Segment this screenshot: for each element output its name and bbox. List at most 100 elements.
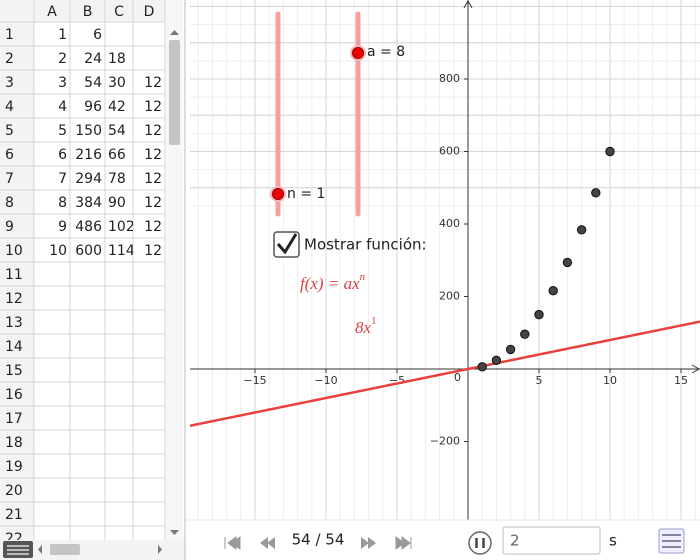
scroll-up[interactable] (170, 30, 179, 35)
column-header: C (114, 4, 124, 20)
cell-value: 18 (108, 51, 126, 67)
spreadsheet-grid: A B C D123456789101112131415161718192021221… (0, 0, 166, 547)
cell-value: 54 (84, 75, 102, 91)
cell-value: 102 (108, 219, 135, 235)
row-header: 9 (5, 219, 14, 235)
column-header-bar (0, 0, 165, 22)
cell-value: 6 (93, 27, 102, 43)
cell-value: 12 (144, 123, 162, 139)
row-header-bar (0, 0, 34, 540)
column-header: B (83, 4, 93, 20)
cell-value: 42 (108, 99, 126, 115)
cell-value: 6 (58, 147, 67, 163)
speed-value: 2 (510, 532, 520, 550)
column-header: A (47, 4, 57, 20)
y-tick-label: 800 (439, 72, 460, 85)
cell-value: 7 (58, 171, 67, 187)
cell-value: 5 (58, 123, 67, 139)
x-tick-label: 15 (674, 374, 688, 387)
data-point (520, 329, 530, 339)
x-tick-label: −15 (243, 374, 266, 387)
row-header: 2 (5, 51, 14, 67)
cell-value: 90 (108, 195, 126, 211)
first-frame-button[interactable] (224, 536, 241, 550)
formula-exp: n (360, 271, 366, 283)
pause-button[interactable] (468, 531, 492, 555)
playback-bar (186, 520, 700, 560)
function-graph (190, 320, 700, 427)
expression-base: 8x (355, 318, 372, 337)
row-header: 19 (5, 459, 23, 475)
cell-value: 3 (58, 75, 67, 91)
row-header: 20 (5, 483, 23, 499)
cell-value: 2 (58, 51, 67, 67)
checkbox-label: Mostrar función: (304, 236, 427, 254)
slider-a-point[interactable] (352, 47, 364, 59)
row-header: 17 (5, 411, 23, 427)
cell-value: 216 (75, 147, 102, 163)
row-header: 15 (5, 363, 23, 379)
next-frame-button[interactable] (361, 537, 376, 549)
scrollbar-thumb[interactable] (169, 40, 180, 145)
row-header: 7 (5, 171, 14, 187)
cell-value: 384 (75, 195, 102, 211)
cell-value: 150 (75, 123, 102, 139)
row-header: 21 (5, 507, 23, 523)
cell-value: 4 (58, 99, 67, 115)
scroll-right[interactable] (158, 545, 162, 554)
data-point (477, 362, 487, 372)
row-header: 12 (5, 291, 23, 307)
cell-value: 12 (144, 99, 162, 115)
scroll-down[interactable] (170, 530, 179, 535)
slider-n-label: n = 1 (287, 186, 325, 202)
h-scrollbar-thumb[interactable] (50, 544, 80, 555)
keyboard-icon (7, 545, 29, 555)
cell-value: 9 (58, 219, 67, 235)
formula-base: f(x) = ax (300, 274, 360, 293)
cell-value: 114 (108, 243, 135, 259)
cell-value: 600 (75, 243, 102, 259)
row-header: 3 (5, 75, 14, 91)
slider-a-label: a = 8 (367, 44, 405, 60)
y-tick-label: 600 (439, 145, 460, 158)
row-header: 8 (5, 195, 14, 211)
pause-icon (475, 538, 485, 548)
row-header: 18 (5, 435, 23, 451)
y-tick-label: 200 (439, 290, 460, 303)
scroll-left[interactable] (38, 545, 42, 554)
x-tick-label: 10 (603, 374, 617, 387)
cell-value: 96 (84, 99, 102, 115)
cell-value: 30 (108, 75, 126, 91)
cell-value: 10 (49, 243, 67, 259)
speed-unit: s (609, 532, 617, 550)
row-header: 10 (5, 243, 23, 259)
y-axis-arrow (463, 0, 473, 9)
slider-n-point[interactable] (272, 188, 284, 200)
speed-input[interactable] (502, 526, 601, 555)
cell-value: 12 (144, 75, 162, 91)
prev-frame-button[interactable] (260, 537, 275, 549)
x-axis-arrow (691, 364, 700, 374)
row-header: 14 (5, 339, 23, 355)
data-point (548, 286, 558, 296)
data-point (562, 257, 573, 268)
last-frame-button[interactable] (395, 536, 412, 550)
row-header: 6 (5, 147, 14, 163)
algebra-icon-lines (662, 534, 681, 548)
cell-value: 486 (75, 219, 102, 235)
cell-value: 12 (144, 219, 162, 235)
formula: f(x) = axn (300, 271, 366, 293)
expression-exp: 1 (371, 315, 377, 327)
origin-label: 0 (454, 371, 461, 384)
cell-value: 12 (144, 147, 162, 163)
cell-value: 8 (58, 195, 67, 211)
row-header: 5 (5, 123, 14, 139)
data-point (491, 355, 502, 365)
row-header: 4 (5, 99, 14, 115)
row-header: 16 (5, 387, 23, 403)
row-header: 1 (5, 27, 14, 43)
row-header: 11 (5, 267, 23, 283)
cell-value: 12 (144, 171, 162, 187)
cell-value: 78 (108, 171, 126, 187)
